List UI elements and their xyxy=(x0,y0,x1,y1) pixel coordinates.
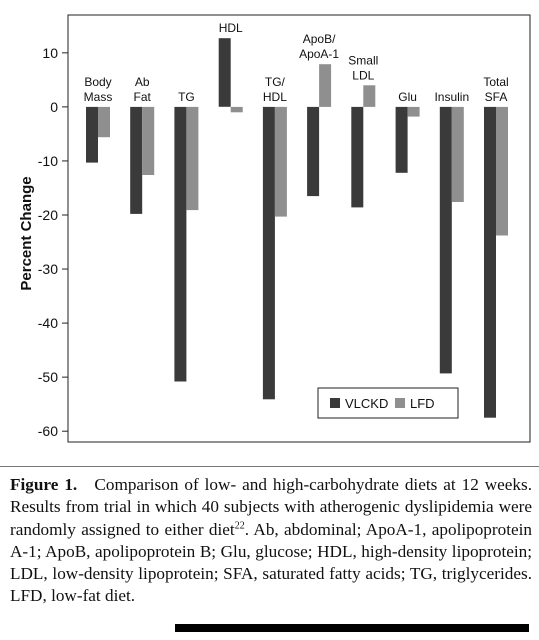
category-label: SFA xyxy=(485,90,508,104)
category-label: ApoA-1 xyxy=(299,47,339,61)
legend-label-vlckd: VLCKD xyxy=(345,396,388,411)
category-label: Mass xyxy=(84,90,113,104)
figure-caption: Figure 1. Comparison of low- and high-ca… xyxy=(10,474,532,608)
caption-divider xyxy=(0,466,539,467)
category-label: LDL xyxy=(352,68,374,82)
bar-lfd xyxy=(98,106,110,138)
bar-vlckd xyxy=(218,38,231,107)
category-label: Fat xyxy=(134,90,152,104)
caption-text-2: . Ab, abdominal; ApoA-1, apolipoprotein … xyxy=(10,519,532,606)
category-label: HDL xyxy=(219,21,243,35)
bar-lfd xyxy=(319,64,332,107)
bar-lfd xyxy=(230,106,243,113)
category-label: TG/ xyxy=(265,75,286,89)
y-tick-label: -10 xyxy=(38,153,58,169)
category-label: Glu xyxy=(398,90,417,104)
redaction-bar xyxy=(175,624,529,632)
y-tick-label: -60 xyxy=(38,423,58,439)
bar-lfd xyxy=(274,106,287,217)
legend-box xyxy=(317,387,459,419)
bar-lfd xyxy=(186,106,199,211)
bar-vlckd xyxy=(351,106,364,208)
bar-vlckd xyxy=(395,106,408,173)
y-axis-title: Percent Change xyxy=(18,176,35,290)
bar-lfd xyxy=(363,85,376,107)
bar-vlckd xyxy=(174,106,187,382)
citation-superscript: 22 xyxy=(234,519,245,531)
y-tick-label: 0 xyxy=(50,99,58,115)
category-label: HDL xyxy=(263,90,287,104)
bar-chart: 10 0 -10 -20 -30 -40 -50 -60 Percent Change Body… xyxy=(18,14,531,443)
category-label: ApoB/ xyxy=(303,32,336,46)
y-tick-label: -20 xyxy=(38,207,58,223)
bars xyxy=(86,38,508,418)
bar-lfd xyxy=(496,106,508,236)
y-tick-label: -40 xyxy=(38,315,58,331)
y-tick-label: -50 xyxy=(38,369,58,385)
bar-vlckd xyxy=(86,106,98,163)
axes: 10 0 -10 -20 -30 -40 -50 -60 Percent Change xyxy=(18,14,531,443)
plot-frame xyxy=(67,14,531,443)
legend-swatch-lfd xyxy=(395,398,405,408)
category-label: Insulin xyxy=(434,90,469,104)
category-label: TG xyxy=(178,90,195,104)
bar-lfd xyxy=(407,106,420,117)
legend-label-lfd: LFD xyxy=(410,396,435,411)
bar-lfd xyxy=(451,106,464,202)
figure-label: Figure 1. xyxy=(10,475,78,494)
bar-lfd xyxy=(142,106,155,175)
bar-vlckd xyxy=(130,106,143,214)
y-tick-label: 10 xyxy=(42,45,58,61)
legend-swatch-vlckd xyxy=(330,398,340,408)
bar-vlckd xyxy=(439,106,452,374)
bar-vlckd xyxy=(262,106,275,400)
y-tick-label: -30 xyxy=(38,261,58,277)
caption-text-1: Comparison of low- and high-carbohydrate… xyxy=(10,475,532,539)
category-label: Small xyxy=(348,53,378,67)
category-label: Ab xyxy=(135,75,150,89)
category-label: Body xyxy=(84,75,111,89)
legend: VLCKD LFD xyxy=(317,387,459,419)
bar-vlckd xyxy=(307,106,320,197)
bar-vlckd xyxy=(484,106,496,418)
category-label: Total xyxy=(483,75,508,89)
